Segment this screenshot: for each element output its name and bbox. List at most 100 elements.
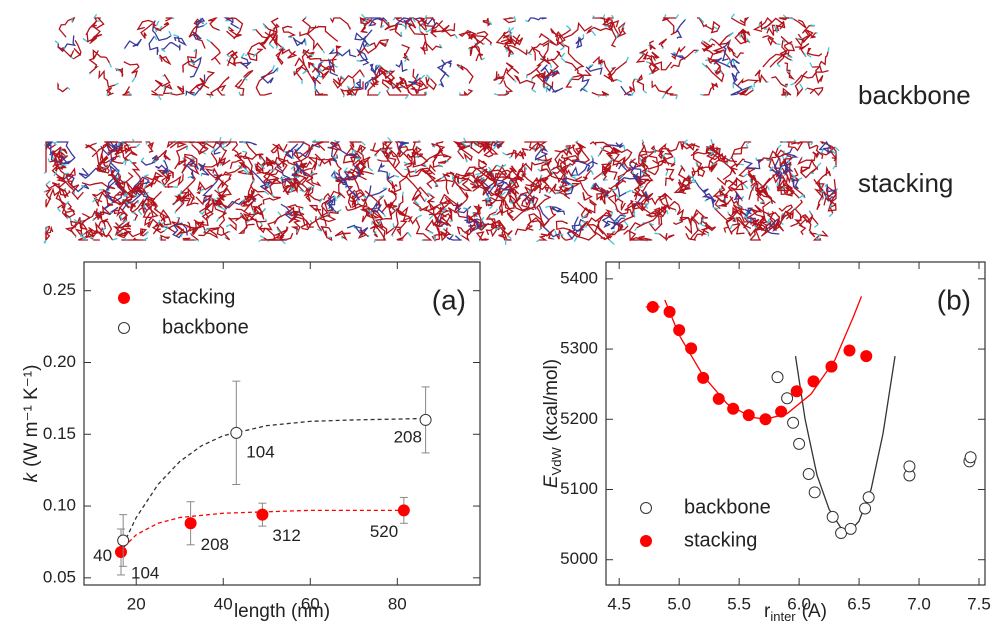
molecule-hydrogen [638, 240, 639, 241]
molecule-bond [576, 37, 584, 48]
molecule-bond [515, 76, 534, 89]
molecule-bond [161, 43, 180, 51]
molecule-hydrogen [735, 218, 736, 222]
molecule-hydrogen [646, 62, 649, 63]
molecule-hydrogen [310, 220, 312, 222]
molecule-hydrogen [393, 18, 395, 20]
molecule-hydrogen [459, 93, 460, 95]
data-point [698, 372, 709, 383]
data-point [743, 410, 754, 421]
data-point [794, 438, 805, 449]
molecule-hydrogen [323, 50, 325, 53]
x-axis-label: length (nm) [234, 601, 330, 622]
data-point [674, 325, 685, 336]
molecule-hydrogen [784, 186, 785, 188]
label-subscript: VdW [549, 447, 564, 476]
point-label: 208 [394, 427, 422, 446]
molecule-bond [795, 71, 807, 95]
molecule-bond [477, 232, 489, 240]
molecule-hydrogen [132, 77, 135, 82]
y-tick-label: 5000 [560, 549, 598, 568]
molecule-bond [499, 229, 513, 238]
molecule-hydrogen [158, 95, 161, 100]
molecule-bond [601, 61, 614, 75]
molecule-hydrogen [434, 201, 435, 202]
molecule-bond [447, 235, 462, 240]
molecule-hydrogen [83, 38, 88, 41]
molecule-hydrogen [335, 140, 336, 142]
molecule-hydrogen [163, 160, 164, 162]
molecule-bond [504, 18, 516, 23]
molecule-hydrogen [510, 28, 514, 31]
molecule-hydrogen [649, 73, 652, 75]
data-point [803, 469, 814, 480]
molecule-hydrogen [221, 208, 222, 209]
x-tick-label: 4.5 [607, 594, 631, 613]
molecule-hydrogen [222, 146, 226, 148]
molecule-hydrogen [374, 240, 375, 242]
molecule-hydrogen [662, 47, 663, 49]
molecule-hydrogen [68, 88, 70, 90]
molecule-hydrogen [64, 47, 65, 49]
molecule-hydrogen [345, 186, 346, 188]
molecule-bond [677, 19, 686, 38]
molecule-bond [241, 58, 251, 67]
x-tick-label: 40 [214, 594, 233, 613]
legend-label: stacking [684, 529, 757, 551]
molecule-hydrogen [609, 240, 614, 245]
molecule-hydrogen [502, 153, 506, 155]
molecule-hydrogen [227, 60, 228, 62]
molecule-hydrogen [125, 161, 126, 165]
molecule-bond [303, 18, 316, 34]
molecule-hydrogen [461, 235, 462, 236]
molecule-hydrogen [422, 240, 425, 241]
molecule-bond [785, 18, 806, 28]
point-label: 312 [272, 526, 300, 545]
molecule-hydrogen [170, 93, 172, 94]
molecule-hydrogen [634, 79, 638, 80]
molecule-bond [423, 42, 442, 54]
molecule-hydrogen [735, 54, 736, 55]
molecule-hydrogen [426, 92, 427, 95]
y-tick-label: 0.20 [43, 352, 76, 371]
molecule-hydrogen [666, 171, 668, 176]
molecule-hydrogen [679, 219, 680, 221]
molecule-bond [459, 90, 472, 95]
data-point [791, 386, 802, 397]
molecule-hydrogen [752, 88, 753, 90]
molecule-bond [799, 152, 819, 164]
label-subscript: inter [770, 609, 796, 624]
molecule-hydrogen [252, 29, 255, 30]
data-point [185, 518, 196, 529]
point-label: 104 [131, 563, 159, 582]
molecule-hydrogen [802, 157, 803, 158]
molecule-hydrogen [507, 49, 508, 52]
molecule-bond [814, 179, 826, 194]
molecule-hydrogen [524, 201, 526, 202]
molecule-bond [262, 68, 278, 83]
molecule-bond [67, 181, 83, 199]
molecule-hydrogen [401, 32, 402, 37]
molecule-hydrogen [455, 35, 457, 39]
molecule-hydrogen [536, 240, 539, 242]
molecule-hydrogen [141, 158, 144, 161]
molecule-hydrogen [591, 156, 593, 159]
molecule-hydrogen [541, 175, 542, 178]
molecule-hydrogen [787, 71, 790, 72]
molecule-hydrogen [786, 93, 787, 97]
y-tick-label: 5400 [560, 268, 598, 287]
molecule-hydrogen [603, 180, 607, 181]
molecule-hydrogen [592, 31, 596, 36]
molecule-bond [667, 90, 677, 95]
molecule-hydrogen [550, 64, 551, 68]
point-label: 104 [246, 442, 274, 461]
molecule-bond [576, 170, 590, 181]
label-unit: (kcal/mol) [541, 359, 562, 441]
molecule-hydrogen [369, 168, 373, 171]
legend-label: stacking [162, 286, 235, 308]
molecule-hydrogen [739, 164, 743, 165]
molecule-hydrogen [497, 165, 501, 167]
molecule-hydrogen [217, 218, 219, 221]
molecule-bond [90, 221, 111, 237]
y-tick-label: 5200 [560, 409, 598, 428]
